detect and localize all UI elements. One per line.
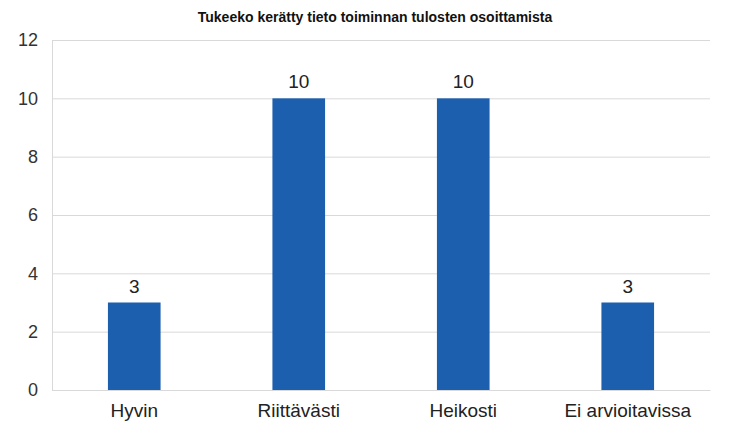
bar xyxy=(272,98,325,390)
y-axis-line xyxy=(53,41,711,391)
y-tick-label: 12 xyxy=(18,30,38,50)
chart-container: 0 2 4 6 8 10 12 Hyvin Riittävästi Heikosti Ei arvi… xyxy=(0,0,750,436)
bars xyxy=(108,98,654,390)
y-tick: 10 xyxy=(18,89,710,109)
y-tick: 12 xyxy=(18,30,710,50)
x-axis: Hyvin Riittävästi Heikosti Ei arvioitavissa xyxy=(53,390,711,421)
grid-line xyxy=(52,273,710,274)
y-tick-label: 10 xyxy=(18,89,38,109)
y-tick-label: 8 xyxy=(28,147,38,167)
y-tick-label: 6 xyxy=(28,205,38,225)
data-label: 3 xyxy=(129,276,140,297)
x-tick-label: Ei arvioitavissa xyxy=(564,400,691,421)
x-tick: Riittävästi xyxy=(258,390,340,421)
grid-line xyxy=(52,157,710,158)
x-tick-label: Riittävästi xyxy=(258,400,340,421)
x-tick-label: Hyvin xyxy=(110,400,158,421)
chart-svg: 0 2 4 6 8 10 12 Hyvin Riittävästi Heikosti Ei arvi… xyxy=(0,0,750,436)
x-tick: Heikosti xyxy=(429,390,497,421)
plot: 0 2 4 6 8 10 12 Hyvin Riittävästi Heikosti Ei arvi… xyxy=(18,30,711,421)
data-label: 10 xyxy=(453,71,474,92)
y-tick: 6 xyxy=(28,205,710,225)
bar xyxy=(437,98,490,390)
data-labels: 3 10 10 3 xyxy=(129,71,633,296)
grid-line xyxy=(52,98,710,99)
x-tick: Hyvin xyxy=(110,390,158,421)
y-tick-label: 0 xyxy=(28,380,38,400)
grid-line xyxy=(52,390,710,391)
x-axis-line xyxy=(53,390,711,391)
x-tick-label: Heikosti xyxy=(429,400,497,421)
bar xyxy=(601,303,654,391)
y-tick: 8 xyxy=(28,147,710,167)
title: Tukeeko kerätty tieto toiminnan tulosten… xyxy=(198,9,553,25)
y-tick-label: 2 xyxy=(28,322,38,342)
data-label: 10 xyxy=(288,71,309,92)
y-axis: 0 2 4 6 8 10 12 xyxy=(18,30,710,400)
x-tick: Ei arvioitavissa xyxy=(564,390,691,421)
bar xyxy=(108,303,161,391)
grid-line xyxy=(52,215,710,216)
y-tick-label: 4 xyxy=(28,264,38,284)
grid-line xyxy=(52,40,710,41)
data-label: 3 xyxy=(622,276,633,297)
